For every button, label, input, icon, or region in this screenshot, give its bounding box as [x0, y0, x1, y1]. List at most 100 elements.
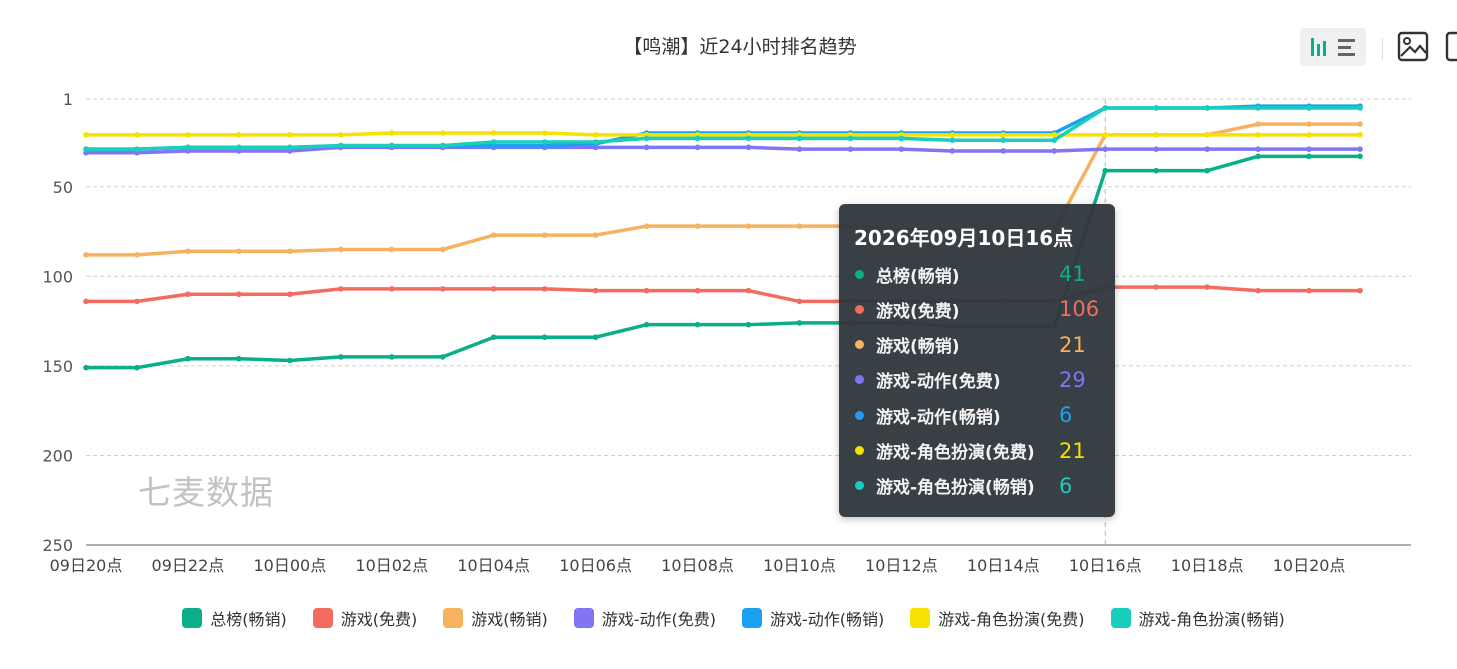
data-point[interactable]: [185, 144, 191, 151]
data-point[interactable]: [1255, 153, 1261, 160]
data-point[interactable]: [1306, 287, 1312, 294]
data-point[interactable]: [1153, 146, 1159, 152]
legend-item[interactable]: 游戏-角色扮演(畅销): [1101, 606, 1285, 630]
data-point[interactable]: [1051, 148, 1058, 154]
data-point[interactable]: [490, 334, 497, 341]
data-point[interactable]: [1357, 153, 1363, 160]
data-point[interactable]: [949, 132, 956, 138]
data-point[interactable]: [847, 135, 854, 142]
data-point[interactable]: [745, 287, 752, 294]
data-point[interactable]: [1204, 146, 1210, 152]
data-point[interactable]: [694, 321, 701, 328]
data-point[interactable]: [439, 286, 446, 292]
series-line-4[interactable]: [86, 104, 1361, 151]
series-line-3[interactable]: [86, 145, 1361, 155]
data-point[interactable]: [1255, 287, 1261, 294]
legend-item[interactable]: 游戏-动作(免费): [564, 606, 716, 630]
data-point[interactable]: [490, 139, 497, 145]
data-point[interactable]: [592, 132, 599, 138]
data-point[interactable]: [541, 232, 548, 238]
data-point[interactable]: [287, 291, 293, 298]
data-point[interactable]: [745, 223, 752, 229]
series-line-6[interactable]: [86, 106, 1361, 151]
view-toggle-button[interactable]: [1300, 28, 1366, 66]
data-point[interactable]: [490, 286, 497, 292]
save-image-button[interactable]: [1394, 28, 1434, 66]
data-point[interactable]: [287, 132, 293, 138]
legend-item[interactable]: 游戏-角色扮演(免费): [900, 606, 1085, 630]
data-point[interactable]: [847, 146, 854, 152]
data-point[interactable]: [541, 286, 548, 292]
data-point[interactable]: [1153, 167, 1159, 174]
data-point[interactable]: [1255, 146, 1261, 152]
data-point[interactable]: [1306, 121, 1312, 127]
data-point[interactable]: [694, 135, 701, 142]
data-point[interactable]: [1357, 105, 1363, 111]
data-point[interactable]: [1051, 132, 1058, 138]
data-point[interactable]: [1102, 167, 1109, 174]
data-point[interactable]: [1357, 287, 1363, 294]
data-point[interactable]: [134, 298, 140, 305]
data-point[interactable]: [643, 321, 650, 328]
data-point[interactable]: [388, 130, 395, 136]
data-point[interactable]: [287, 248, 293, 255]
data-point[interactable]: [1306, 153, 1312, 160]
data-point[interactable]: [338, 354, 344, 360]
data-point[interactable]: [796, 135, 803, 142]
data-point[interactable]: [1255, 105, 1261, 111]
data-point[interactable]: [236, 144, 242, 151]
data-point[interactable]: [1204, 105, 1210, 111]
legend-item[interactable]: 游戏-动作(畅销): [732, 606, 884, 630]
data-point[interactable]: [287, 357, 293, 364]
data-point[interactable]: [236, 355, 242, 362]
data-point[interactable]: [898, 146, 905, 152]
data-point[interactable]: [439, 354, 446, 360]
data-point[interactable]: [236, 248, 242, 255]
data-point[interactable]: [1000, 132, 1007, 138]
data-point[interactable]: [185, 248, 191, 255]
data-point[interactable]: [388, 142, 395, 149]
data-point[interactable]: [1255, 121, 1261, 127]
data-point[interactable]: [388, 354, 395, 360]
data-point[interactable]: [1051, 137, 1058, 143]
series-line-5[interactable]: [86, 131, 1361, 137]
data-point[interactable]: [388, 246, 395, 253]
data-point[interactable]: [1153, 284, 1159, 290]
data-point[interactable]: [949, 137, 956, 143]
series-line-0[interactable]: [86, 154, 1361, 370]
data-point[interactable]: [287, 144, 293, 151]
data-point[interactable]: [1153, 105, 1159, 111]
data-point[interactable]: [541, 130, 548, 136]
data-point[interactable]: [643, 223, 650, 229]
data-point[interactable]: [745, 144, 752, 151]
data-point[interactable]: [694, 144, 701, 151]
data-point[interactable]: [796, 320, 803, 326]
data-point[interactable]: [1102, 132, 1109, 138]
data-point[interactable]: [1204, 132, 1210, 138]
data-point[interactable]: [796, 298, 803, 305]
legend-item[interactable]: 总榜(畅销): [172, 606, 287, 630]
more-tools-button[interactable]: [1441, 28, 1457, 66]
data-point[interactable]: [439, 142, 446, 149]
data-point[interactable]: [541, 334, 548, 341]
data-point[interactable]: [1102, 146, 1109, 152]
data-point[interactable]: [1306, 105, 1312, 111]
data-point[interactable]: [745, 321, 752, 328]
data-point[interactable]: [134, 146, 140, 152]
data-point[interactable]: [439, 246, 446, 253]
data-point[interactable]: [134, 364, 140, 371]
data-point[interactable]: [1306, 132, 1312, 138]
data-point[interactable]: [338, 246, 344, 253]
data-point[interactable]: [592, 287, 599, 294]
data-point[interactable]: [1102, 105, 1109, 111]
data-point[interactable]: [643, 287, 650, 294]
data-point[interactable]: [541, 139, 548, 145]
data-point[interactable]: [1357, 146, 1363, 152]
series-line-1[interactable]: [86, 285, 1361, 304]
data-point[interactable]: [1204, 167, 1210, 174]
legend-item[interactable]: 游戏(免费): [303, 606, 417, 630]
data-point[interactable]: [338, 132, 344, 138]
data-point[interactable]: [1000, 148, 1007, 154]
data-point[interactable]: [1204, 284, 1210, 290]
data-point[interactable]: [83, 252, 89, 258]
